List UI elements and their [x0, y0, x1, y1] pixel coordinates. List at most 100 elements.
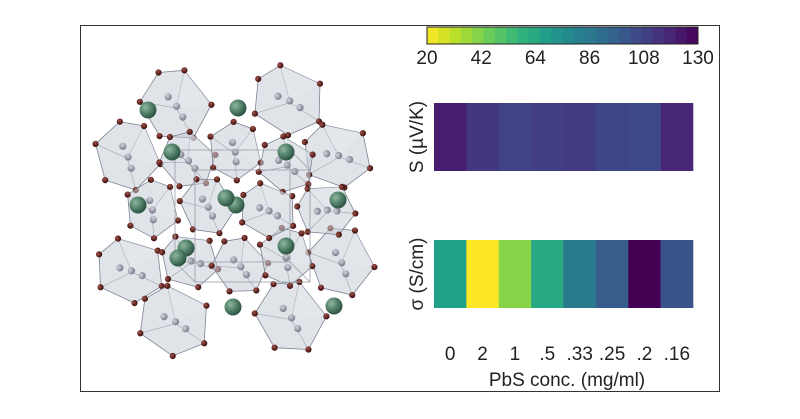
- organic-atom: [148, 206, 157, 214]
- octahedron: [124, 176, 182, 242]
- octahedron: [251, 278, 330, 353]
- heatmap-cell: [434, 240, 467, 308]
- heatmap-cell: [466, 240, 500, 308]
- cation-sphere: [277, 143, 295, 161]
- cation-sphere: [277, 237, 295, 255]
- anion-atom: [150, 235, 158, 242]
- anion-atom: [226, 288, 233, 295]
- colorbar-tick-label: 20: [416, 48, 437, 69]
- octahedron: [239, 180, 297, 242]
- organic-atom: [331, 248, 340, 257]
- anion-atom: [304, 185, 311, 192]
- colorbar-segment: [517, 27, 530, 44]
- heatmap-cell: [531, 240, 564, 308]
- figure-frame: [80, 25, 720, 392]
- anion-atom: [241, 234, 248, 242]
- organic-atom: [237, 263, 245, 271]
- x-axis-label: PbS conc. (mg/ml): [489, 370, 645, 391]
- organic-atom: [127, 267, 136, 275]
- colorbar-segment: [641, 27, 654, 44]
- row-label: S (µV/K): [407, 101, 428, 173]
- heatmap-cell: [466, 103, 500, 171]
- organic-atom: [179, 113, 187, 121]
- colorbar: [426, 26, 699, 45]
- anion-atom: [371, 263, 378, 271]
- colorbar-segment: [539, 27, 552, 44]
- colorbar-segment: [652, 27, 665, 44]
- anion-atom: [309, 151, 316, 158]
- anion-atom: [289, 193, 296, 200]
- anion-atom: [166, 133, 173, 141]
- anion-atom: [240, 191, 247, 199]
- colorbar-segment: [562, 27, 575, 44]
- organic-atom: [172, 102, 181, 110]
- organic-atom: [284, 263, 292, 272]
- x-tick-label: .16: [664, 344, 690, 365]
- anion-atom: [298, 230, 305, 237]
- octahedron: [137, 282, 210, 360]
- colorbar-tick-label: 130: [682, 48, 714, 69]
- anion-atom: [174, 217, 182, 224]
- x-tick-label: 1: [510, 344, 521, 365]
- anion-atom: [335, 231, 342, 238]
- anion-atom: [216, 230, 223, 237]
- anion-atom: [253, 287, 260, 294]
- anion-atom: [210, 164, 217, 171]
- anion-atom: [270, 280, 277, 288]
- organic-atom: [171, 318, 180, 326]
- colorbar-segment: [460, 27, 473, 44]
- organic-atom: [282, 254, 290, 262]
- organic-atom: [187, 257, 195, 265]
- heatmap-cell: [595, 240, 629, 308]
- anion-atom: [156, 159, 163, 166]
- anion-atom: [213, 176, 221, 183]
- heatmap-cell: [498, 103, 532, 171]
- anion-atom: [186, 128, 193, 135]
- organic-atom: [345, 155, 354, 164]
- organic-atom: [296, 103, 304, 112]
- anion-atom: [262, 272, 269, 279]
- anion-atom: [127, 222, 134, 229]
- anion-atom: [266, 234, 273, 242]
- anion-atom: [131, 300, 138, 307]
- x-tick-label: .5: [539, 344, 555, 365]
- colorbar-segment: [528, 27, 541, 44]
- anion-atom: [294, 203, 301, 210]
- colorbar-border: [426, 26, 699, 45]
- organic-atom: [138, 272, 146, 280]
- anion-atom: [164, 276, 172, 283]
- organic-atom: [274, 92, 282, 100]
- organic-atom: [323, 150, 331, 158]
- organic-atom: [256, 204, 264, 212]
- cation-sphere: [169, 249, 187, 267]
- anion-atom: [349, 291, 356, 299]
- anion-atom: [95, 251, 103, 258]
- anion-atom: [114, 235, 122, 242]
- anion-atom: [207, 133, 214, 140]
- anion-atom: [206, 237, 213, 244]
- cation-sphere: [139, 101, 157, 119]
- colorbar-segment: [596, 27, 609, 44]
- colorbar-segment: [607, 27, 620, 44]
- anion-atom: [256, 241, 264, 248]
- anion-atom: [351, 227, 359, 234]
- cation-sphere: [325, 297, 343, 315]
- colorbar-segment: [551, 27, 563, 44]
- octahedron: [251, 62, 324, 139]
- heatmap-cell: [531, 103, 564, 171]
- colorbar-segment: [618, 27, 631, 44]
- colorbar-segment: [472, 27, 484, 44]
- colorbar-segment: [585, 27, 597, 44]
- anion-atom: [176, 183, 183, 190]
- organic-atom: [333, 207, 341, 215]
- anion-atom: [251, 110, 258, 117]
- colorbar-segment: [630, 27, 642, 44]
- cation-sphere: [217, 189, 235, 207]
- anion-atom: [208, 101, 215, 108]
- cation-sphere: [163, 143, 181, 161]
- row-labels: S (µV/K) σ (S/cm): [407, 101, 428, 311]
- heatmap-cell: [660, 240, 694, 308]
- anion-atom: [189, 226, 197, 233]
- heatmap-cell: [563, 240, 597, 308]
- colorbar-segment: [494, 27, 507, 44]
